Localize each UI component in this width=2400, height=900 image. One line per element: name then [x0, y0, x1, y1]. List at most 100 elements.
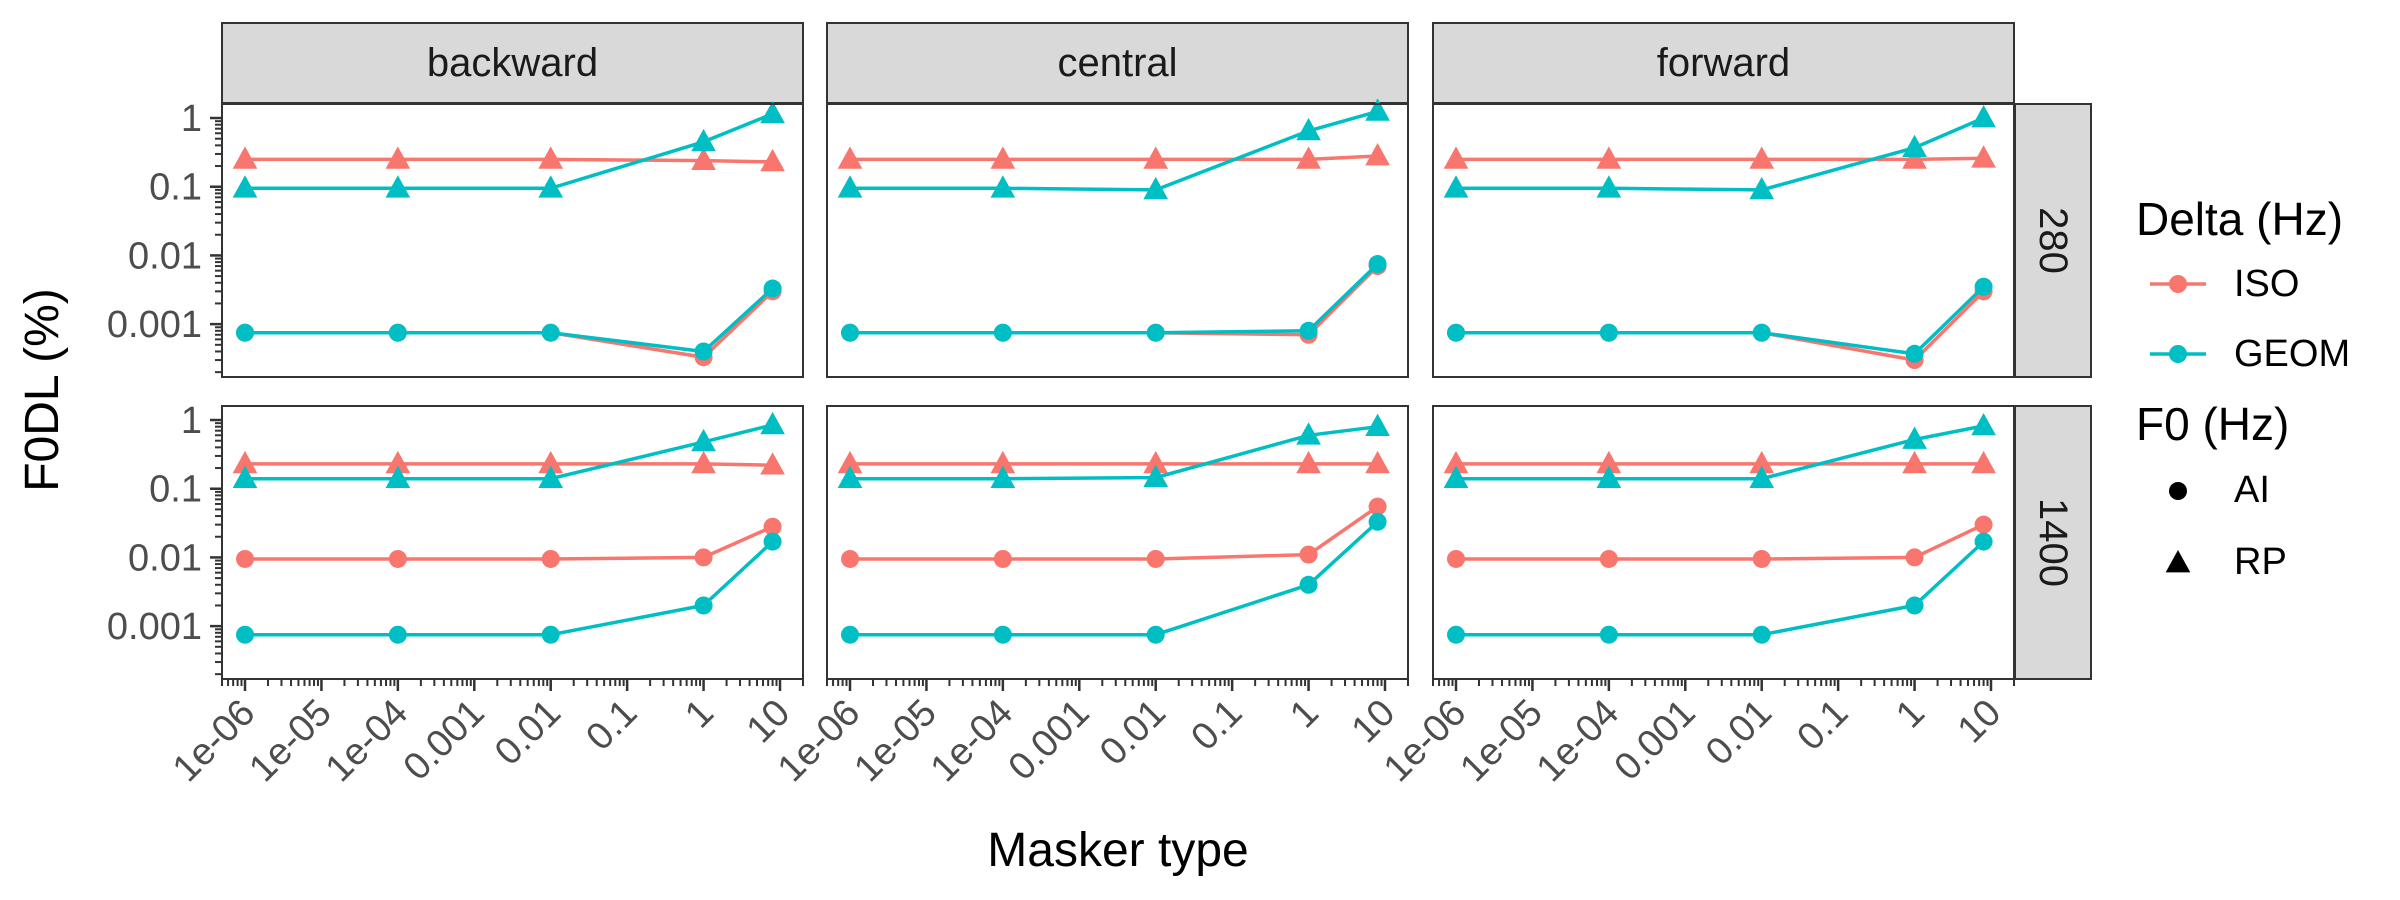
facet-strip-row-280 — [2014, 103, 2092, 378]
facet-strip-label-forward: forward — [1657, 41, 1790, 85]
data-point — [388, 625, 407, 644]
data-point — [1599, 625, 1618, 644]
series-geom-rp — [1443, 412, 1996, 489]
series-geom-ai — [236, 532, 782, 644]
x-tick-label: 1e-05 — [846, 692, 944, 790]
facet-strip-row-1400 — [2014, 405, 2092, 680]
panel-backward-1400 — [221, 405, 804, 680]
data-point — [236, 625, 255, 644]
panel-border — [221, 405, 804, 680]
facet-strip-central — [826, 22, 1409, 104]
legend-label-rp: RP — [2234, 541, 2287, 583]
panel-border — [826, 405, 1409, 680]
panel-background — [1433, 406, 2014, 679]
x-tick-label: 1e-06 — [165, 692, 263, 790]
legend-key-circle — [2169, 482, 2187, 500]
data-point — [691, 147, 716, 170]
facet-strip-label-row-280: 280 — [2031, 207, 2075, 274]
data-point — [990, 450, 1016, 474]
data-point — [990, 175, 1016, 198]
data-point — [1296, 450, 1321, 474]
data-point — [538, 146, 564, 169]
data-point — [1599, 549, 1618, 568]
x-tick-label: 0.01 — [487, 692, 569, 774]
panel-border — [221, 103, 804, 378]
x-tick-label: 1e-04 — [1529, 692, 1627, 790]
data-point — [993, 625, 1012, 644]
facet-strip-backward — [221, 22, 804, 104]
series-geom-ai — [841, 512, 1387, 644]
data-point — [1905, 596, 1924, 615]
data-point — [538, 450, 564, 474]
data-point — [1365, 413, 1390, 437]
data-point — [1365, 450, 1390, 474]
panel-border — [1432, 103, 2015, 378]
legend-shape-title: F0 (Hz) — [2136, 398, 2289, 450]
data-point — [1146, 625, 1165, 644]
panel-central-1400 — [826, 405, 1409, 680]
legend-keys — [2150, 275, 2206, 573]
legend-key-point — [2169, 345, 2187, 363]
data-point — [694, 548, 713, 567]
data-point — [232, 146, 258, 169]
data-point — [1749, 450, 1775, 474]
data-point — [232, 175, 258, 198]
y-tick-label: 0.1 — [149, 167, 202, 209]
series-geom-ai — [236, 279, 782, 361]
data-point — [691, 450, 716, 474]
series-iso-rp — [1443, 450, 1996, 474]
data-point — [1974, 532, 1993, 551]
data-point — [385, 146, 411, 169]
panel-border — [826, 103, 1409, 378]
legend-color-title: Delta (Hz) — [2136, 193, 2343, 245]
panel-background — [222, 406, 803, 679]
data-point — [1905, 548, 1924, 567]
series-iso-ai — [1447, 515, 1993, 568]
data-point — [1596, 175, 1622, 198]
y-axis: 0.001 0.01 0.1 1 0.001 0.01 0.1 1 — [107, 98, 222, 676]
facet-strip-label-central: central — [1057, 41, 1177, 85]
x-tick-label: 0.001 — [396, 692, 493, 789]
x-tick-label: 1e-05 — [241, 692, 339, 790]
data-point — [1443, 465, 1469, 489]
panel-background — [222, 104, 803, 377]
y-tick-label: 0.1 — [149, 469, 202, 511]
series-geom-rp — [837, 98, 1390, 200]
data-point — [236, 323, 255, 342]
facet-strip-forward — [1432, 22, 2015, 104]
data-point — [232, 465, 258, 489]
y-axis-title: F0DL (%) — [16, 288, 69, 492]
data-point — [694, 596, 713, 615]
y-tick-label: 0.001 — [107, 606, 202, 648]
data-point — [232, 450, 258, 474]
data-point — [760, 100, 785, 124]
data-point — [1143, 146, 1169, 169]
series-line — [245, 462, 773, 467]
data-point — [841, 323, 860, 342]
data-point — [1299, 321, 1318, 340]
x-tick-label: 0.1 — [1789, 692, 1856, 759]
data-point — [1596, 450, 1622, 474]
data-point — [990, 146, 1016, 169]
data-point — [1447, 549, 1466, 568]
data-point — [1443, 175, 1469, 198]
data-point — [388, 323, 407, 342]
series-geom-rp — [232, 100, 785, 198]
series-geom-rp — [1443, 105, 1996, 200]
data-point — [1749, 465, 1775, 489]
data-point — [541, 549, 560, 568]
data-point — [538, 465, 564, 489]
y-tick-label: 0.001 — [107, 304, 202, 346]
x-tick-label: 1e-04 — [318, 692, 416, 790]
data-point — [763, 532, 782, 551]
data-point — [1368, 512, 1387, 531]
x-tick-label: 1e-05 — [1452, 692, 1550, 790]
x-tick-label: 0.1 — [578, 692, 645, 759]
data-point — [236, 549, 255, 568]
data-point — [1443, 146, 1469, 169]
data-point — [1146, 323, 1165, 342]
data-point — [388, 549, 407, 568]
